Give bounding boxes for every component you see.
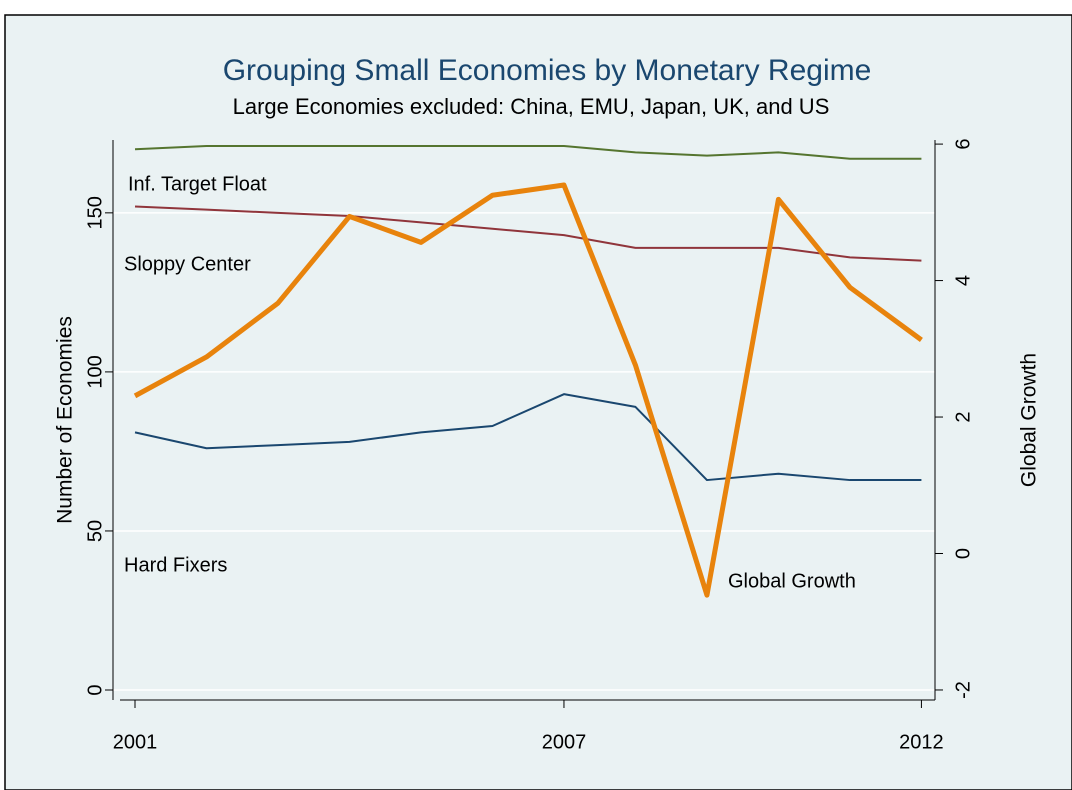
x-tick-label: 2012 <box>899 731 944 753</box>
series-line <box>134 393 922 482</box>
y2-tick-label: 4 <box>952 275 974 286</box>
y-axis-title: Number of Economies <box>54 316 77 524</box>
series-line <box>134 205 922 262</box>
series-line <box>133 182 923 598</box>
series-label: Global Growth <box>728 570 856 592</box>
y2-tick-label: -2 <box>952 681 974 699</box>
x-tick-label: 2001 <box>113 731 158 753</box>
y2-tick-label: 2 <box>952 411 974 422</box>
y2-axis-title: Global Growth <box>1018 353 1041 487</box>
y-tick-label: 150 <box>84 196 106 229</box>
y-tick-label: 0 <box>84 684 106 695</box>
chart-subtitle: Large Economies excluded: China, EMU, Ja… <box>233 94 830 119</box>
x-tick-label: 2007 <box>542 731 587 753</box>
y-tick-label: 50 <box>84 520 106 542</box>
chart-frame <box>4 14 1072 790</box>
series-label: Sloppy Center <box>124 253 251 275</box>
series-line <box>134 145 922 160</box>
y2-tick-label: 0 <box>952 548 974 559</box>
series-label: Hard Fixers <box>124 554 227 576</box>
y-tick-label: 100 <box>84 355 106 388</box>
series-label: Inf. Target Float <box>128 173 267 195</box>
chart-title: Grouping Small Economies by Monetary Reg… <box>223 54 872 87</box>
y2-tick-label: 6 <box>952 139 974 150</box>
